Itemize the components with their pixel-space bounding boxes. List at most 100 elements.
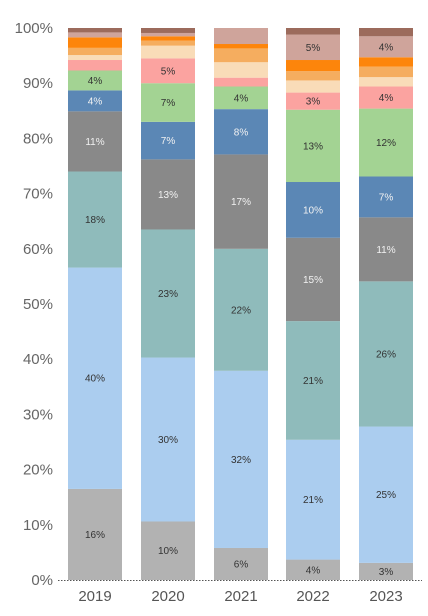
- bar-segment: [214, 154, 268, 249]
- data-label: 21%: [303, 495, 323, 506]
- data-label: 6%: [234, 559, 249, 570]
- y-tick-label: 100%: [15, 20, 53, 37]
- x-axis: 2019 2020 2021 2022 2023: [78, 588, 402, 605]
- data-label: 30%: [158, 435, 178, 446]
- bar-segment: [359, 66, 413, 78]
- bar-segment: [359, 86, 413, 109]
- bar-segment: [214, 109, 268, 155]
- y-tick-label: 0%: [31, 572, 53, 589]
- bar-segment: [286, 439, 340, 560]
- y-tick-label: 60%: [23, 241, 53, 258]
- data-label: 7%: [161, 136, 176, 147]
- data-label: 3%: [306, 97, 321, 108]
- bar-segment: [68, 60, 122, 71]
- bar-segment: [68, 171, 122, 268]
- bar-segment: [214, 370, 268, 548]
- bar-segment: [141, 28, 195, 33]
- y-tick-label: 40%: [23, 351, 53, 368]
- bar-segment: [359, 77, 413, 87]
- bar-segment: [214, 62, 268, 78]
- data-label: 4%: [306, 565, 321, 576]
- bar-segment: [141, 58, 195, 84]
- bar-segment: [286, 321, 340, 440]
- x-category-label: 2022: [296, 588, 329, 605]
- bar-segment: [359, 281, 413, 427]
- bar-segment: [214, 28, 268, 45]
- y-axis: 0% 10% 20% 30% 40% 50% 60% 70% 80% 90% 100%: [15, 20, 53, 589]
- bar-segment: [359, 28, 413, 37]
- data-label: 11%: [85, 137, 104, 148]
- bar-segment: [68, 32, 122, 38]
- bar-segment: [359, 217, 413, 282]
- bar-segment: [141, 357, 195, 522]
- data-label: 40%: [85, 374, 105, 385]
- data-label: 15%: [303, 275, 323, 286]
- bar-segment: [214, 48, 268, 63]
- y-tick-label: 20%: [23, 462, 53, 479]
- data-label: 16%: [85, 530, 105, 541]
- bar-segment: [359, 562, 413, 580]
- data-label: 4%: [379, 93, 394, 104]
- x-category-label: 2023: [369, 588, 402, 605]
- data-labels: 16% 40% 18% 11% 4% 4% 10% 30% 23% 13% 7% 7% 5% 6% 32% 2…: [85, 42, 396, 578]
- data-label: 3%: [379, 567, 394, 578]
- bar-segment: [286, 80, 340, 93]
- data-label: 23%: [158, 289, 178, 300]
- bar-segment: [359, 426, 413, 563]
- bar-segment: [68, 111, 122, 172]
- x-category-label: 2019: [78, 588, 111, 605]
- data-label: 21%: [303, 376, 323, 387]
- bar-segment: [141, 159, 195, 230]
- data-label: 32%: [231, 455, 251, 466]
- bar-segment: [286, 182, 340, 238]
- data-label: 25%: [376, 490, 396, 501]
- x-category-label: 2020: [151, 588, 184, 605]
- data-label: 11%: [376, 245, 395, 256]
- bar-segment: [359, 108, 413, 177]
- bar-segment: [68, 47, 122, 56]
- data-label: 17%: [231, 197, 251, 208]
- bars: [68, 28, 413, 580]
- data-label: 8%: [234, 127, 249, 138]
- x-category-label: 2021: [224, 588, 257, 605]
- bar-segment: [141, 32, 195, 37]
- bar-segment: [214, 44, 268, 49]
- bar-segment: [141, 45, 195, 59]
- data-label: 22%: [231, 305, 251, 316]
- bar-segment: [214, 547, 268, 580]
- bar-segment: [68, 37, 122, 48]
- bar-segment: [68, 28, 122, 33]
- bar-segment: [68, 488, 122, 580]
- bar-segment: [286, 237, 340, 322]
- bar-segment: [141, 229, 195, 358]
- bar-segment: [141, 83, 195, 122]
- data-label: 10%: [303, 205, 323, 216]
- data-label: 4%: [379, 42, 394, 53]
- y-tick-label: 10%: [23, 517, 53, 534]
- bar-segment: [286, 71, 340, 81]
- y-tick-label: 80%: [23, 130, 53, 147]
- bar-segment: [68, 90, 122, 112]
- bar-segment: [141, 40, 195, 46]
- bar-segment: [359, 176, 413, 218]
- data-label: 26%: [376, 349, 396, 360]
- data-label: 13%: [303, 141, 323, 152]
- y-tick-label: 50%: [23, 296, 53, 313]
- bar-segment: [141, 521, 195, 580]
- bar-segment: [68, 70, 122, 91]
- y-tick-label: 30%: [23, 406, 53, 423]
- bar-segment: [214, 248, 268, 371]
- data-label: 18%: [85, 215, 105, 226]
- data-label: 5%: [161, 66, 176, 77]
- data-label: 13%: [158, 190, 178, 201]
- bar-segment: [286, 28, 340, 35]
- data-label: 12%: [376, 138, 396, 149]
- data-label: 7%: [161, 98, 176, 109]
- bar-segment: [286, 92, 340, 110]
- bar-segment: [68, 55, 122, 61]
- data-label: 4%: [234, 93, 249, 104]
- data-label: 7%: [379, 192, 394, 203]
- data-label: 4%: [88, 76, 103, 87]
- y-tick-label: 70%: [23, 186, 53, 203]
